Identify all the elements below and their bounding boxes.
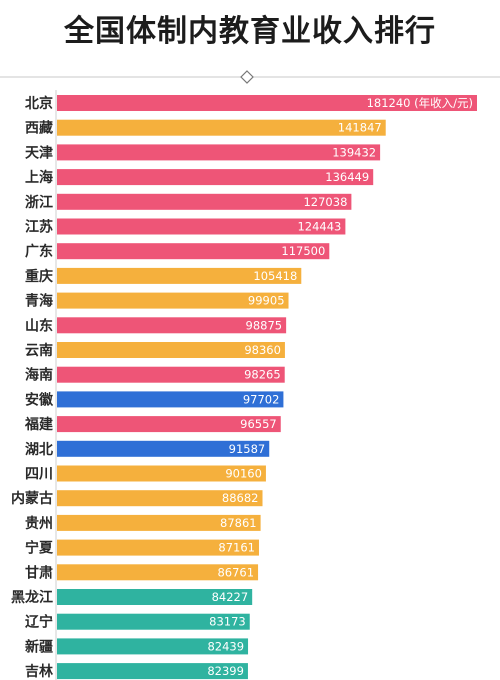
- category-label: 云南: [25, 342, 53, 359]
- category-label: 北京: [25, 95, 53, 112]
- bar: [57, 144, 381, 161]
- category-label: 福建: [24, 416, 53, 433]
- category-label: 黑龙江: [11, 589, 53, 606]
- bar: [57, 539, 259, 556]
- bar-value-label: 127038: [303, 195, 347, 209]
- bar: [57, 465, 266, 482]
- bar: [57, 119, 386, 136]
- bar: [57, 663, 248, 680]
- divider-diamond-icon: [240, 70, 254, 84]
- bar-value-label: 82399: [207, 664, 244, 678]
- bar-value-label: 139432: [332, 145, 376, 159]
- bar: [57, 218, 346, 235]
- bar: [57, 317, 287, 334]
- bar-value-label: 90160: [225, 467, 262, 481]
- bar: [57, 267, 302, 284]
- bar-value-label: 87161: [218, 541, 255, 555]
- bar-value-label: 91587: [229, 442, 266, 456]
- bar: [57, 589, 253, 605]
- bar-value-label: 181240 (年收入/元): [367, 96, 473, 110]
- category-label: 安徽: [25, 391, 54, 408]
- bar-value-label: 99905: [248, 294, 285, 308]
- category-label: 山东: [25, 317, 53, 334]
- bar: [57, 243, 330, 260]
- bar: [57, 613, 250, 630]
- category-label: 湖北: [25, 442, 53, 458]
- bar: [57, 440, 270, 457]
- bar: [57, 490, 263, 507]
- category-label: 甘肃: [25, 564, 53, 581]
- chart-title: 全国体制内教育业收入排行: [64, 14, 436, 49]
- bar-value-label: 124443: [297, 220, 341, 234]
- category-label: 广东: [25, 243, 53, 260]
- bar: [57, 366, 285, 383]
- bar-value-label: 117500: [281, 244, 325, 258]
- bar: [57, 292, 289, 309]
- bar: [57, 342, 285, 358]
- bar-value-label: 141847: [338, 121, 382, 135]
- bar-value-label: 98265: [244, 368, 281, 382]
- bar-value-label: 82439: [207, 639, 244, 653]
- bar: [57, 169, 374, 186]
- category-label: 重庆: [25, 268, 53, 285]
- bar: [57, 391, 284, 408]
- bar: [57, 638, 249, 655]
- bar: [57, 416, 281, 433]
- category-label: 浙江: [25, 194, 53, 211]
- category-label: 贵州: [25, 515, 53, 532]
- bar: [57, 514, 261, 531]
- bar: [57, 193, 352, 210]
- bar-value-label: 84227: [212, 590, 249, 604]
- category-label: 吉林: [25, 663, 53, 680]
- category-label: 上海: [25, 169, 53, 186]
- bar-value-label: 105418: [253, 269, 297, 283]
- category-label: 宁夏: [25, 540, 54, 557]
- bar-value-label: 98360: [244, 343, 281, 357]
- category-label: 天津: [25, 144, 53, 161]
- bar: [57, 564, 259, 581]
- bar-chart: 北京 181240 (年收入/元) 西藏 141847 天津 139432 上海 136449…: [0, 70, 500, 680]
- bar: [57, 95, 477, 111]
- category-label: 辽宁: [25, 614, 53, 631]
- category-label: 新疆: [25, 638, 53, 655]
- bar-value-label: 83173: [209, 615, 246, 629]
- bar-value-label: 86761: [217, 565, 254, 579]
- category-label: 江苏: [25, 219, 53, 236]
- bar-value-label: 88682: [222, 491, 259, 505]
- category-label: 内蒙古: [11, 490, 53, 507]
- bar-value-label: 87861: [220, 516, 257, 530]
- bar-value-label: 96557: [240, 417, 277, 431]
- category-label: 青海: [25, 293, 53, 310]
- bar-value-label: 136449: [325, 170, 369, 184]
- category-label: 海南: [25, 367, 53, 384]
- bar-value-label: 98875: [246, 318, 283, 332]
- category-label: 四川: [25, 467, 53, 483]
- bar-value-label: 97702: [243, 392, 280, 406]
- category-label: 西藏: [25, 120, 53, 137]
